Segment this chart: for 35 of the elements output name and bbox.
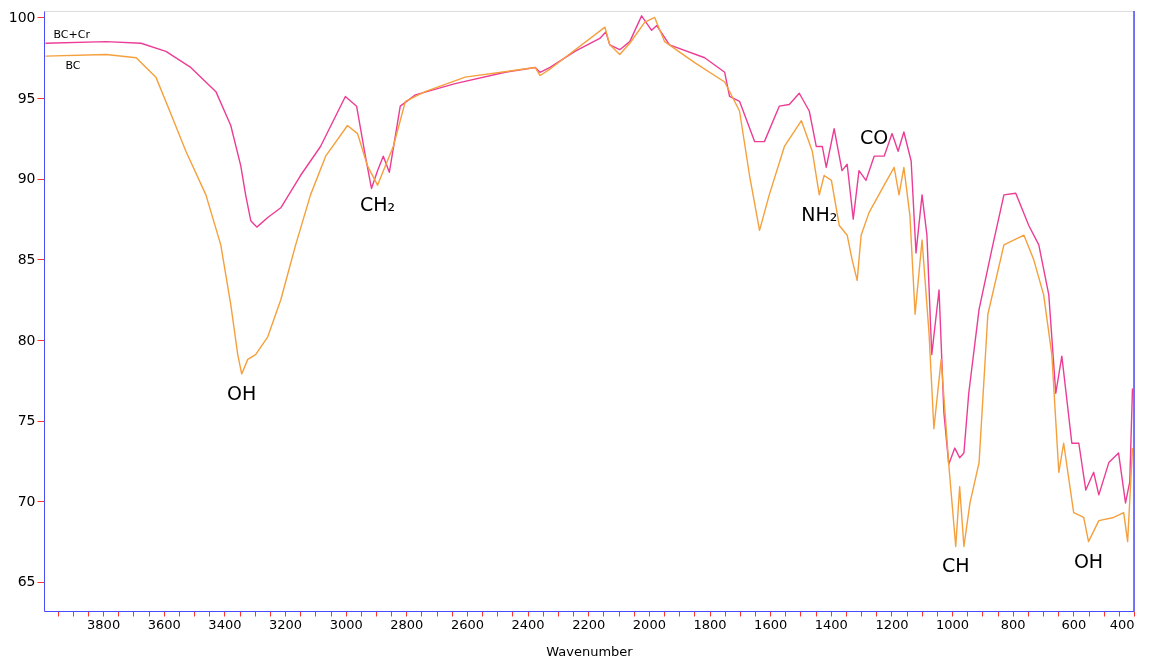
x-tick-label: 1200 bbox=[875, 616, 909, 632]
series-label: BC bbox=[65, 59, 81, 73]
x-tick-label: 3000 bbox=[329, 616, 363, 632]
annotation: OH bbox=[1073, 549, 1104, 572]
x-axis-title: Wavenumber bbox=[546, 643, 634, 659]
x-tick-label: 600 bbox=[1061, 616, 1087, 632]
x-tick-label: 3200 bbox=[269, 616, 303, 632]
annotation: CH₂ bbox=[359, 193, 396, 216]
y-tick-label: 80 bbox=[17, 331, 36, 348]
y-tick-label: 65 bbox=[17, 573, 36, 590]
y-tick-label: 100 bbox=[8, 8, 36, 25]
x-tick-label: 1800 bbox=[693, 616, 727, 632]
x-tick-label: 1000 bbox=[936, 616, 970, 632]
y-tick-label: 90 bbox=[17, 170, 36, 187]
x-tick-label: 2200 bbox=[572, 616, 606, 632]
annotation: NH₂ bbox=[801, 202, 838, 225]
x-tick-label: 3400 bbox=[208, 616, 242, 632]
x-tick-label: 1600 bbox=[754, 616, 788, 632]
x-tick-label: 3800 bbox=[87, 616, 121, 632]
x-tick-label: 400 bbox=[1109, 616, 1135, 632]
annotation: CH bbox=[941, 554, 970, 577]
x-tick-label: 800 bbox=[1000, 616, 1026, 632]
x-tick-label: 2600 bbox=[450, 616, 485, 632]
x-tick-label: 3600 bbox=[147, 616, 181, 632]
x-tick-label: 1400 bbox=[814, 616, 848, 632]
annotation: OH bbox=[227, 381, 257, 404]
x-tick-label: 2000 bbox=[632, 616, 666, 632]
y-tick-label: 95 bbox=[17, 89, 36, 106]
y-tick-label: 70 bbox=[17, 492, 36, 509]
y-tick-label: 75 bbox=[17, 412, 36, 429]
y-tick-label: 85 bbox=[17, 250, 36, 267]
series-label: BC+Cr bbox=[53, 28, 91, 42]
x-tick-label: 2400 bbox=[511, 616, 545, 632]
annotation: CO bbox=[860, 126, 889, 149]
x-tick-label: 2800 bbox=[390, 616, 424, 632]
